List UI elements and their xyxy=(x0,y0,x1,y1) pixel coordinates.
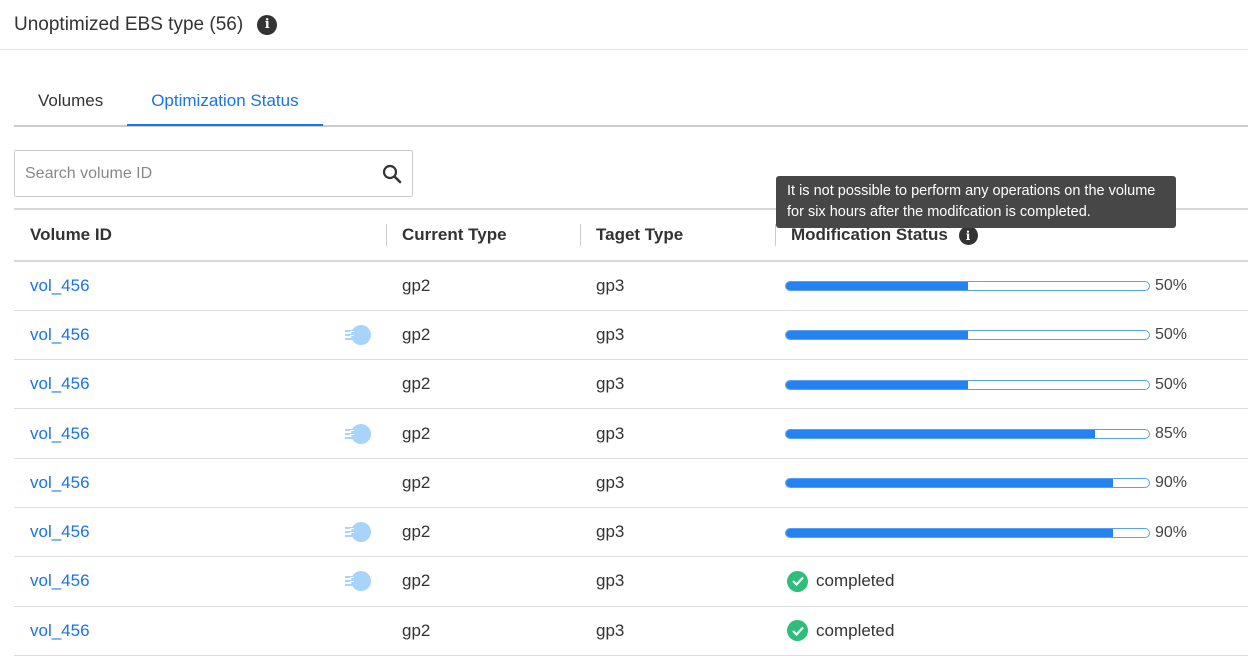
tab-bar: Volumes Optimization Status xyxy=(14,78,1248,127)
volume-id-link[interactable]: vol_456 xyxy=(30,620,90,640)
progress-bar xyxy=(785,429,1150,440)
target-type: gp3 xyxy=(596,620,625,640)
processing-icon xyxy=(345,324,371,345)
search-box xyxy=(14,150,413,197)
table-row: vol_456 gp2 gp3 50% xyxy=(14,310,1248,360)
table-row: vol_456 gp2 gp3 50% xyxy=(14,360,1248,409)
target-type: gp3 xyxy=(596,423,625,443)
volume-id-link[interactable]: vol_456 xyxy=(30,472,90,492)
target-type: gp3 xyxy=(596,374,625,394)
progress-bar xyxy=(785,379,1150,390)
table-row: vol_456 gp2 gp3 50% xyxy=(14,261,1248,311)
processing-icon xyxy=(345,522,371,543)
current-type: gp2 xyxy=(402,571,431,591)
current-type: gp2 xyxy=(402,472,431,492)
check-circle-icon xyxy=(787,620,808,642)
current-type: gp2 xyxy=(402,522,431,542)
volume-id-link[interactable]: vol_456 xyxy=(30,571,90,591)
processing-icon xyxy=(345,423,371,444)
progress-percent: 50% xyxy=(1155,326,1188,344)
progress-bar xyxy=(785,527,1150,538)
check-circle-icon xyxy=(787,570,808,592)
volume-id-link[interactable]: vol_456 xyxy=(30,275,90,295)
processing-icon xyxy=(345,571,371,592)
table-row: vol_456 gp2 gp3 90% xyxy=(14,507,1248,557)
table-row: vol_456 gp2 gp3 completed xyxy=(14,606,1248,656)
progress-percent: 85% xyxy=(1155,425,1188,443)
volume-id-link[interactable]: vol_456 xyxy=(30,374,90,394)
col-current-type[interactable]: Current Type xyxy=(386,209,580,261)
progress-percent: 90% xyxy=(1155,474,1188,492)
target-type: gp3 xyxy=(596,275,625,295)
target-type: gp3 xyxy=(596,522,625,542)
table-row: vol_456 gp2 gp3 90% xyxy=(14,458,1248,508)
col-target-type[interactable]: Taget Type xyxy=(580,209,775,261)
search-icon[interactable] xyxy=(372,164,412,184)
progress-percent: 50% xyxy=(1155,277,1188,295)
volume-id-link[interactable]: vol_456 xyxy=(30,522,90,542)
col-modification-status[interactable]: Modification Status i xyxy=(775,209,1248,261)
current-type: gp2 xyxy=(402,423,431,443)
current-type: gp2 xyxy=(402,324,431,344)
target-type: gp3 xyxy=(596,571,625,591)
info-icon[interactable]: i xyxy=(958,226,978,246)
table-row: vol_456 gp2 gp3 85% xyxy=(14,409,1248,459)
target-type: gp3 xyxy=(596,472,625,492)
tab-optimization-status[interactable]: Optimization Status xyxy=(127,78,323,126)
progress-percent: 50% xyxy=(1155,375,1188,393)
completed-status: completed xyxy=(785,620,1248,642)
table-row: vol_456 gp2 gp3 completed xyxy=(14,557,1248,607)
tab-volumes[interactable]: Volumes xyxy=(38,91,104,110)
completed-status: completed xyxy=(785,570,1248,592)
progress-bar xyxy=(785,330,1150,341)
current-type: gp2 xyxy=(402,374,431,394)
info-icon[interactable]: i xyxy=(257,14,278,35)
volume-id-link[interactable]: vol_456 xyxy=(30,423,90,443)
progress-bar xyxy=(785,478,1150,489)
search-input[interactable] xyxy=(15,151,372,196)
tooltip: It is not possible to perform any operat… xyxy=(776,176,1176,228)
page-title: Unoptimized EBS type (56) xyxy=(14,13,244,35)
progress-percent: 90% xyxy=(1155,523,1188,541)
page-header: Unoptimized EBS type (56) i xyxy=(0,0,1248,50)
volumes-table: Volume ID Current Type Taget Type Modifi… xyxy=(14,208,1248,656)
volume-id-link[interactable]: vol_456 xyxy=(30,324,90,344)
current-type: gp2 xyxy=(402,275,431,295)
current-type: gp2 xyxy=(402,620,431,640)
col-volume-id[interactable]: Volume ID xyxy=(30,225,112,244)
progress-bar xyxy=(785,281,1150,292)
target-type: gp3 xyxy=(596,324,625,344)
